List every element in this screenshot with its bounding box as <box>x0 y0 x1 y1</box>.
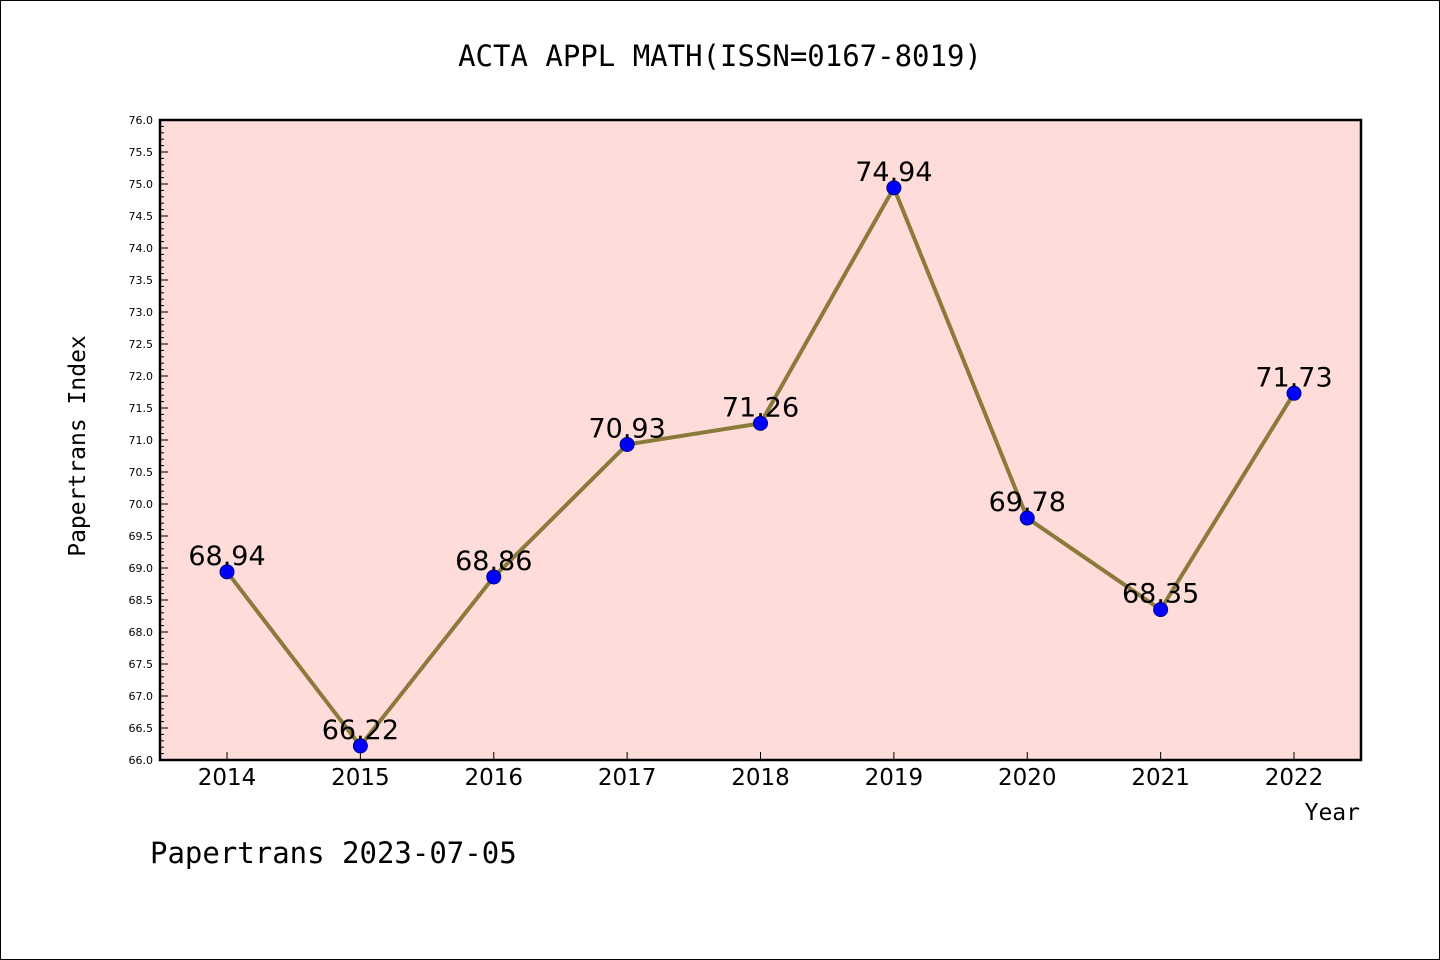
x-axis: 2014 2015 2016 2017 2018 2019 2020 2021 2022 <box>198 752 1324 791</box>
y-tick-label: 75.5 <box>129 146 154 159</box>
x-tick-label: 2018 <box>731 765 790 791</box>
data-label: 69.78 <box>989 487 1066 518</box>
y-tick-label: 70.5 <box>129 466 154 479</box>
y-tick-label: 68.5 <box>129 594 154 607</box>
data-point <box>1153 602 1169 618</box>
data-label: 70.93 <box>588 413 665 444</box>
x-axis-label: Year <box>1305 800 1360 826</box>
data-point <box>352 738 368 754</box>
y-axis-label: Papertrans Index <box>65 335 91 557</box>
y-axis: 66.0 66.5 67.0 67.5 68.0 68.5 69.0 69.5 70.0 70.5… <box>129 114 168 767</box>
y-tick-label: 66.0 <box>129 754 154 767</box>
y-tick-label: 74.0 <box>129 242 154 255</box>
data-point <box>753 415 768 431</box>
series-group: 68.94 66.22 68.86 70.93 71.26 74.94 69.78 68.35… <box>188 157 1333 754</box>
y-tick-label: 73.5 <box>129 274 154 287</box>
data-point <box>886 180 902 196</box>
data-label: 74.94 <box>855 157 932 188</box>
y-tick-label: 67.0 <box>129 690 154 703</box>
data-label: 68.94 <box>188 541 265 572</box>
y-tick-label: 72.0 <box>129 370 154 383</box>
data-label: 71.26 <box>722 392 799 423</box>
x-tick-label: 2020 <box>998 765 1057 791</box>
data-point <box>219 564 235 580</box>
y-tick-label: 71.5 <box>129 402 154 415</box>
data-point <box>619 436 635 452</box>
data-label: 71.73 <box>1255 362 1332 393</box>
x-tick-label: 2014 <box>198 765 257 791</box>
y-tick-label: 75.0 <box>129 178 154 191</box>
data-label: 66.22 <box>322 715 399 746</box>
chart-title: ACTA APPL MATH(ISSN=0167-8019) <box>458 39 982 73</box>
data-label: 68.86 <box>455 546 532 577</box>
y-tick-label: 74.5 <box>129 210 154 223</box>
data-label: 68.35 <box>1122 579 1199 610</box>
x-tick-label: 2016 <box>464 765 523 791</box>
data-point <box>486 569 502 585</box>
y-tick-label: 70.0 <box>129 498 154 511</box>
y-tick-label: 69.5 <box>129 530 154 543</box>
x-tick-label: 2019 <box>865 765 924 791</box>
x-tick-label: 2015 <box>331 765 390 791</box>
x-tick-label: 2017 <box>598 765 657 791</box>
y-tick-label: 69.0 <box>129 562 154 575</box>
y-tick-label: 76.0 <box>129 114 154 127</box>
footer-text: Papertrans 2023-07-05 <box>150 836 517 870</box>
plot-area <box>158 118 1363 762</box>
y-tick-label: 72.5 <box>129 338 154 351</box>
y-tick-label: 73.0 <box>129 306 154 319</box>
y-tick-label: 71.0 <box>129 434 154 447</box>
x-tick-label: 2021 <box>1131 765 1190 791</box>
data-point <box>1286 385 1302 401</box>
y-tick-label: 67.5 <box>129 658 154 671</box>
data-point <box>1019 510 1035 526</box>
y-tick-label: 68.0 <box>129 626 154 639</box>
y-tick-label: 66.5 <box>129 722 154 735</box>
x-tick-label: 2022 <box>1265 765 1324 791</box>
